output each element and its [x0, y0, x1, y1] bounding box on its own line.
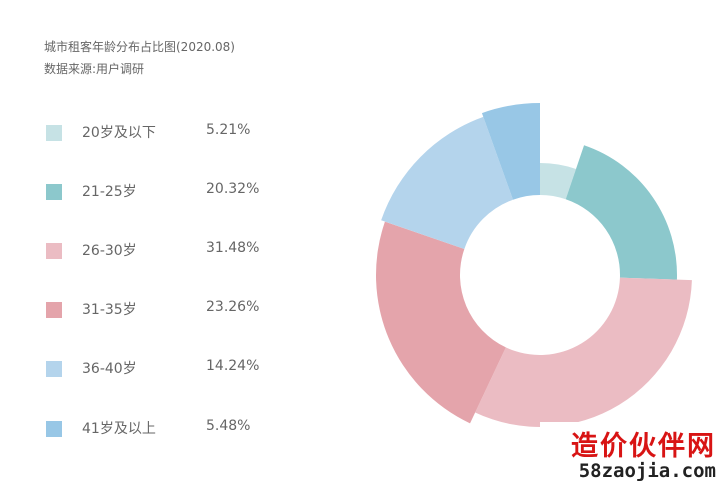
- legend-item: 20岁及以下 5.21%: [46, 122, 306, 142]
- legend-value: 5.48%: [206, 418, 251, 434]
- legend-swatch: [46, 125, 62, 141]
- legend-value: 23.26%: [206, 299, 260, 315]
- legend-label: 21-25岁: [82, 184, 137, 200]
- watermark-text: 造价伙伴网: [571, 431, 716, 462]
- donut-segment-4: [376, 221, 506, 424]
- donut-segment-1: [540, 163, 577, 200]
- legend-item: 21-25岁 20.32%: [46, 181, 306, 201]
- legend-value: 20.32%: [206, 181, 260, 197]
- legend-swatch: [46, 184, 62, 200]
- legend-label: 41岁及以上: [82, 421, 156, 437]
- chart-title-block: 城市租客年龄分布占比图(2020.08) 数据来源:用户调研: [44, 36, 235, 80]
- legend-swatch: [46, 421, 62, 437]
- legend-swatch: [46, 361, 62, 377]
- legend-label: 26-30岁: [82, 243, 137, 259]
- legend-swatch: [46, 243, 62, 259]
- legend-value: 31.48%: [206, 240, 260, 256]
- donut-segment-5: [381, 116, 513, 249]
- donut-segment-3: [475, 277, 692, 428]
- chart-title: 城市租客年龄分布占比图(2020.08): [44, 40, 235, 54]
- watermark-url: 58zaojia.com: [578, 460, 716, 482]
- watermark: 造价伙伴网 58zaojia.com: [540, 422, 720, 490]
- legend-value: 14.24%: [206, 358, 260, 374]
- legend-swatch: [46, 302, 62, 318]
- legend-label: 36-40岁: [82, 361, 137, 377]
- legend-item: 41岁及以上 5.48%: [46, 418, 306, 438]
- legend-label: 31-35岁: [82, 302, 137, 318]
- legend-value: 5.21%: [206, 122, 251, 138]
- chart-source: 数据来源:用户调研: [44, 62, 145, 76]
- donut-segment-6: [481, 103, 540, 200]
- legend-item: 26-30岁 31.48%: [46, 240, 306, 260]
- legend-label: 20岁及以下: [82, 125, 156, 141]
- legend-item: 36-40岁 14.24%: [46, 358, 306, 378]
- donut-segment-2: [565, 145, 678, 280]
- legend-item: 31-35岁 23.26%: [46, 299, 306, 319]
